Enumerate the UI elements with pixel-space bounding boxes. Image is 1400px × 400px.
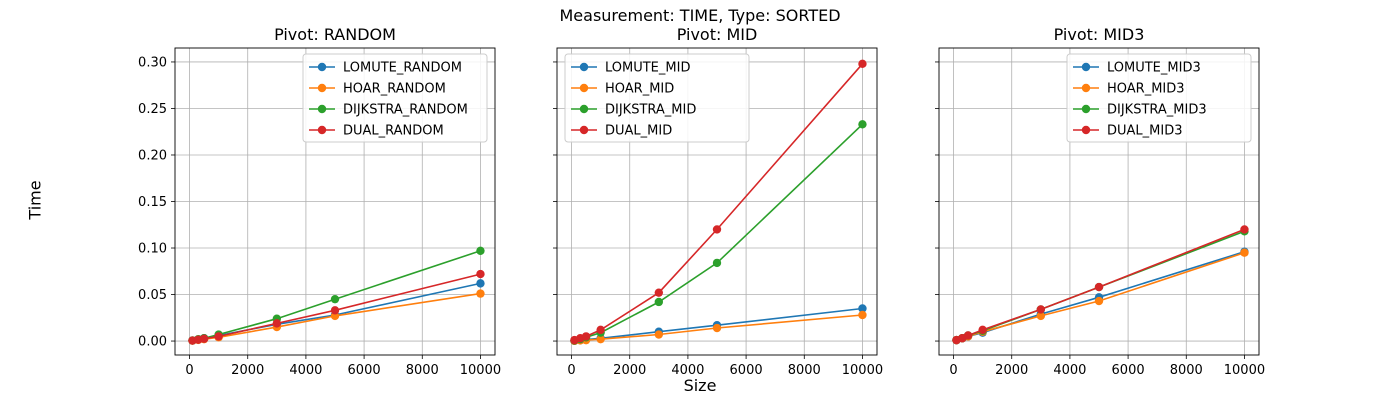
x-axis-label: Size (683, 376, 717, 395)
data-point-dual-mid3 (1036, 305, 1046, 314)
data-point-hoar-mid (654, 330, 664, 339)
data-point-dual-random (199, 334, 209, 343)
data-point-dual-mid3 (963, 331, 973, 340)
data-point-hoar-mid (858, 310, 867, 320)
legend-marker (1081, 62, 1091, 72)
data-point-hoar-mid3 (1240, 248, 1249, 257)
x-tick-label: 2000 (613, 363, 646, 378)
x-tick-label: 10000 (842, 363, 883, 378)
legend-marker (579, 125, 589, 135)
y-tick-label: 0.00 (138, 335, 167, 350)
y-tick-label: 0.20 (138, 148, 167, 163)
x-tick-label: 0 (567, 363, 575, 378)
data-point-dual-mid3 (1240, 225, 1249, 234)
x-tick-label: 10000 (460, 363, 501, 378)
legend-entry: LOMUTE_RANDOM (343, 61, 462, 76)
legend-entry: HOAR_RANDOM (343, 82, 446, 97)
data-point-dual-mid (581, 332, 591, 341)
y-tick-label: 0.15 (138, 195, 167, 210)
data-point-dual-mid3 (978, 325, 987, 335)
x-tick-label: 8000 (406, 363, 439, 378)
data-point-hoar-mid (596, 334, 605, 344)
legend-entry: DIJKSTRA_MID (605, 103, 696, 118)
legend-entry: DUAL_RANDOM (343, 124, 444, 139)
legend-box (564, 53, 750, 143)
axes-frame (174, 47, 496, 356)
data-point-dual-random (476, 269, 485, 279)
data-point-dual-mid (654, 288, 664, 297)
legend-marker (1081, 104, 1091, 114)
data-point-dual-mid3 (1094, 282, 1104, 292)
x-tick-label: 0 (185, 363, 193, 378)
legend: LOMUTE_MID3 HOAR_MID3 DIJKSTRA_MID3 DUAL_MI… (1066, 53, 1252, 143)
data-point-dijkstra-mid (858, 120, 867, 129)
data-point-hoar-mid (712, 323, 722, 333)
data-point-lomute-mid (858, 304, 867, 313)
subplot-2: 0 2000 4000 6000 8000 10000 Pivot: MID LOMUTE_M… (553, 25, 883, 378)
axes-frame (556, 47, 878, 356)
x-tick-label: 4000 (289, 363, 322, 378)
data-point-dijkstra-random (476, 246, 485, 256)
subplot-1: 0 2000 4000 6000 8000 10000 0.00 0.05 0.10 0.15 0.… (138, 25, 501, 378)
legend-entry: DIJKSTRA_MID3 (1107, 103, 1207, 118)
legend-marker (579, 62, 589, 72)
data-point-dijkstra-mid (712, 258, 722, 268)
x-tick-label: 0 (949, 363, 957, 378)
data-point-dual-mid (858, 59, 867, 69)
legend-box (1066, 53, 1252, 143)
x-tick-label: 10000 (1224, 363, 1265, 378)
y-tick-label: 0.30 (138, 55, 167, 70)
legend-marker (1081, 83, 1091, 93)
data-point-hoar-random (476, 289, 485, 298)
x-tick-label: 4000 (1053, 363, 1086, 378)
data-point-dual-random (330, 306, 340, 315)
legend-marker (317, 125, 327, 135)
legend-entry: DUAL_MID3 (1107, 124, 1183, 139)
legend-entry: LOMUTE_MID (605, 61, 690, 76)
x-tick-label: 6000 (348, 363, 381, 378)
x-tick-label: 6000 (1112, 363, 1145, 378)
data-point-lomute-random (476, 279, 485, 288)
y-axis-label: Time (25, 180, 45, 220)
legend-box (302, 53, 488, 143)
legend-marker (579, 83, 589, 93)
x-tick-label: 4000 (671, 363, 704, 378)
subplot-title: Pivot: MID (677, 25, 758, 44)
x-tick-label: 6000 (730, 363, 763, 378)
data-point-hoar-mid3 (1094, 296, 1104, 306)
legend-marker (1081, 125, 1091, 135)
data-point-hoar-mid3 (1036, 311, 1046, 321)
figure-title: Measurement: TIME, Type: SORTED (559, 6, 841, 25)
x-tick-label: 2000 (231, 363, 264, 378)
subplot-title: Pivot: RANDOM (274, 25, 396, 44)
data-point-dijkstra-random (330, 294, 340, 304)
legend-entry: DIJKSTRA_RANDOM (343, 103, 468, 118)
y-tick-label: 0.05 (138, 288, 167, 303)
legend-marker (579, 104, 589, 114)
legend-marker (317, 104, 327, 114)
data-point-dual-mid (596, 325, 605, 335)
axes-frame (938, 47, 1260, 356)
x-tick-label: 8000 (1170, 363, 1203, 378)
legend-marker (317, 62, 327, 72)
legend: LOMUTE_RANDOM HOAR_RANDOM DIJKSTRA_RANDOM D… (302, 53, 488, 143)
legend: LOMUTE_MID HOAR_MID DIJKSTRA_MID DUAL_MID (564, 53, 750, 143)
y-tick-label: 0.25 (138, 102, 167, 117)
data-point-dual-random (214, 332, 223, 341)
data-point-dual-mid (712, 225, 722, 234)
legend-entry: HOAR_MID (605, 82, 674, 97)
y-tick-label: 0.10 (138, 242, 167, 257)
data-point-dual-random (272, 319, 282, 328)
subplot-title: Pivot: MID3 (1054, 25, 1145, 44)
legend-entry: LOMUTE_MID3 (1107, 61, 1201, 76)
x-tick-label: 8000 (788, 363, 821, 378)
legend-entry: HOAR_MID3 (1107, 82, 1185, 97)
data-point-dijkstra-mid (654, 297, 664, 307)
x-tick-label: 2000 (995, 363, 1028, 378)
subplot-3: 0 2000 4000 6000 8000 10000 Pivot: MID3 LOMUTE_… (935, 25, 1265, 378)
legend-entry: DUAL_MID (605, 124, 672, 139)
legend-marker (317, 83, 327, 93)
